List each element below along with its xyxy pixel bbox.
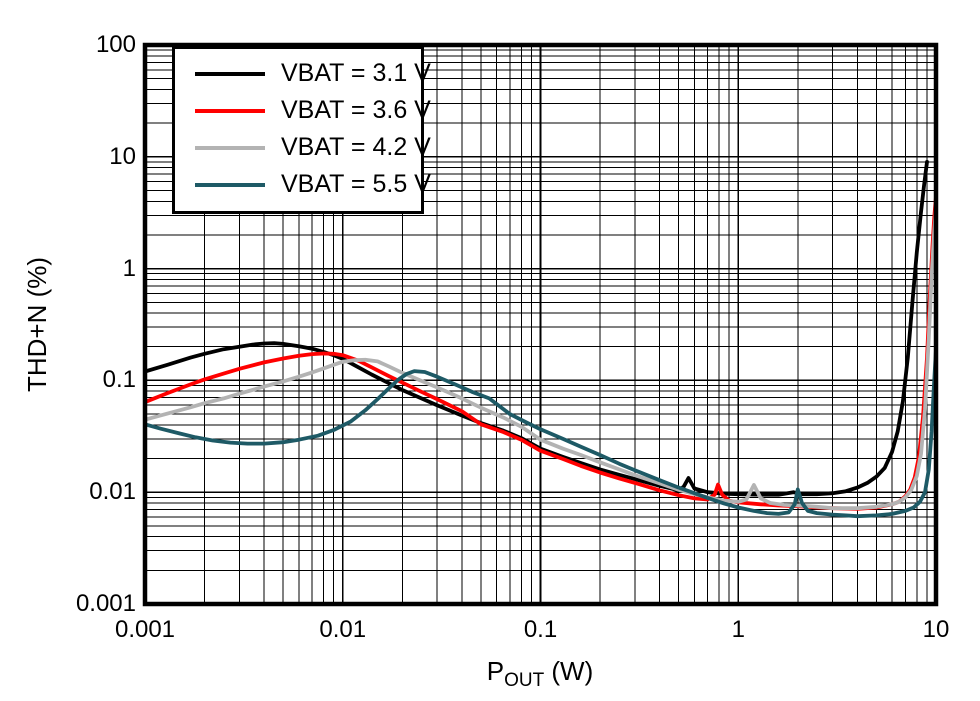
legend-label: VBAT = 3.6 V (281, 96, 431, 124)
legend-label: VBAT = 5.5 V (281, 170, 431, 198)
x-tick-label: 0.001 (114, 616, 176, 643)
series-curve-3 (145, 205, 936, 511)
legend-item-4: VBAT = 5.5 V (175, 166, 431, 203)
legend-label: VBAT = 4.2 V (281, 133, 431, 161)
legend-item-2: VBAT = 3.6 V (175, 92, 431, 129)
x-axis-title-unit: (W) (544, 656, 594, 686)
legend-label: VBAT = 3.1 V (281, 59, 431, 87)
x-axis-title-base: P (486, 656, 505, 686)
y-tick-label: 10 (109, 142, 136, 170)
legend-box: VBAT = 3.1 V VBAT = 3.6 V VBAT = 4.2 V VBAT… (172, 46, 431, 214)
series-curve-4 (145, 347, 936, 519)
legend-line-swatch (195, 108, 265, 113)
x-axis-title-subscript: OUT (504, 670, 545, 692)
x-tick-label: 1 (731, 616, 745, 643)
legend-item-1: VBAT = 3.1 V (175, 55, 431, 92)
x-axis-title: POUT (W) (390, 656, 690, 692)
y-axis-title: THD+N (%) (22, 256, 52, 392)
legend-line-swatch (195, 182, 265, 187)
x-tick-label: 0.01 (319, 616, 367, 643)
data-series-group (145, 159, 936, 519)
legend-item-3: VBAT = 4.2 V (175, 129, 431, 166)
x-tick-label: 0.1 (523, 616, 558, 643)
y-tick-label: 1 (122, 254, 136, 282)
series-curve-1 (145, 159, 929, 497)
y-tick-label: 0.001 (75, 590, 136, 617)
y-tick-label: 100 (95, 31, 136, 58)
x-tick-label: 10 (922, 616, 950, 643)
y-tick-label: 0.01 (89, 478, 136, 506)
legend-line-swatch (195, 71, 265, 76)
plot-border (142, 42, 939, 607)
legend-line-swatch (195, 145, 265, 150)
y-tick-label: 0.1 (102, 366, 136, 394)
